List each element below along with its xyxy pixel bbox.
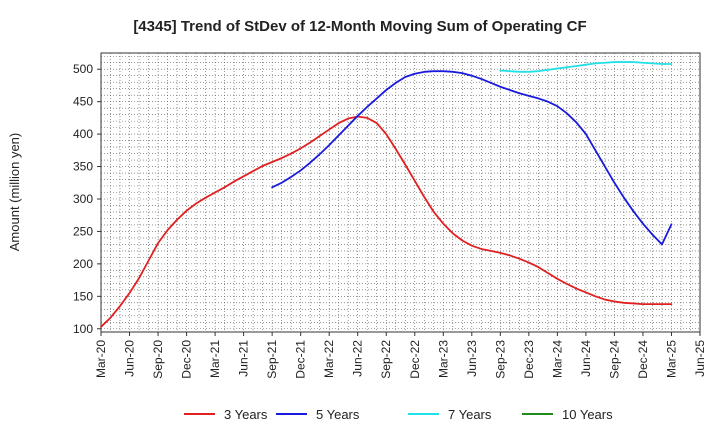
y-tick-label: 500 (73, 62, 93, 76)
x-tick-label: Mar-23 (436, 340, 450, 378)
y-tick-label: 450 (73, 95, 93, 109)
x-tick-label: Jun-24 (579, 340, 593, 377)
x-tick-label: Jun-25 (693, 340, 707, 377)
x-tick-label: Sep-24 (607, 340, 621, 379)
legend: 3 Years 5 Years 7 Years 10 Years (184, 407, 613, 422)
y-axis-label: Amount (million yen) (7, 133, 22, 252)
series-lines (100, 61, 673, 328)
series-line-7-years (499, 61, 673, 73)
x-tick-label: Mar-21 (208, 340, 222, 378)
x-tick-label: Sep-20 (151, 340, 165, 379)
chart-title: [4345] Trend of StDev of 12-Month Moving… (133, 18, 586, 35)
y-tick-label: 150 (73, 289, 93, 303)
y-tick-label: 350 (73, 160, 93, 174)
x-axis-ticks: Mar-20 Jun-20 Sep-20 Dec-20 Mar-21 Jun-21 Sep-… (94, 332, 707, 379)
y-tick-label: 400 (73, 127, 93, 141)
y-tick-label: 200 (73, 257, 93, 271)
series-line-5-years (271, 70, 673, 246)
x-tick-label: Jun-20 (123, 340, 137, 377)
legend-label: 3 Years (224, 407, 268, 422)
x-tick-label: Jun-21 (237, 340, 251, 377)
plot-frame (100, 52, 701, 333)
y-axis-ticks: 100 150 200 250 300 350 400 450 500 (73, 62, 101, 336)
x-tick-label: Dec-20 (180, 340, 194, 379)
grid-lines (100, 53, 701, 332)
y-tick-label: 300 (73, 192, 93, 206)
series-line-3-years (100, 115, 673, 328)
x-tick-label: Dec-22 (408, 340, 422, 379)
legend-label: 7 Years (448, 407, 492, 422)
x-tick-label: Mar-20 (94, 340, 108, 378)
x-tick-label: Mar-22 (322, 340, 336, 378)
x-tick-label: Jun-22 (351, 340, 365, 377)
x-tick-label: Dec-23 (522, 340, 536, 379)
y-tick-label: 250 (73, 224, 93, 238)
legend-label: 10 Years (562, 407, 613, 422)
x-tick-label: Sep-23 (493, 340, 507, 379)
x-tick-label: Sep-22 (379, 340, 393, 379)
x-tick-label: Jun-23 (465, 340, 479, 377)
x-tick-label: Mar-24 (550, 340, 564, 378)
legend-label: 5 Years (316, 407, 360, 422)
x-tick-label: Mar-25 (664, 340, 678, 378)
x-tick-label: Sep-21 (265, 340, 279, 379)
x-tick-label: Dec-24 (636, 340, 650, 379)
x-tick-label: Dec-21 (294, 340, 308, 379)
y-tick-label: 100 (73, 322, 93, 336)
